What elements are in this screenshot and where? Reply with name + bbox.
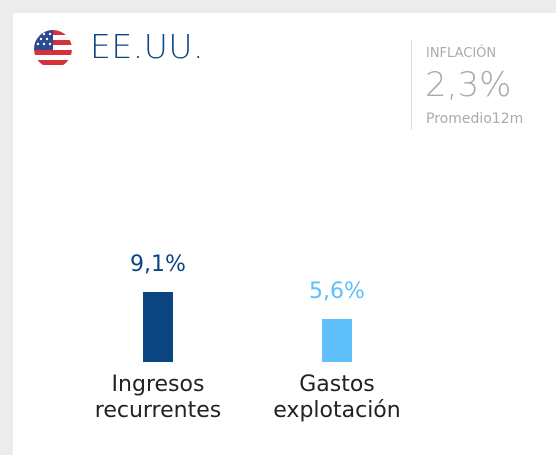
category-label: Gastos explotación (273, 372, 401, 423)
inflation-label: INFLACIÓN (426, 46, 497, 61)
flag-icon (34, 30, 72, 68)
value-label: 5,6% (309, 278, 365, 304)
value-label: 9,1% (130, 251, 186, 277)
card: EE.UU. INFLACIÓN 2,3% Promedio12m 9,1% In… (13, 13, 556, 455)
title: EE.UU. (90, 27, 204, 66)
bar (143, 291, 173, 362)
inflation-note: Promedio12m (426, 111, 524, 127)
category-label: Ingresos recurrentes (94, 372, 222, 423)
bar (322, 318, 352, 362)
inflation-value: 2,3% (425, 65, 512, 105)
divider (411, 40, 412, 130)
